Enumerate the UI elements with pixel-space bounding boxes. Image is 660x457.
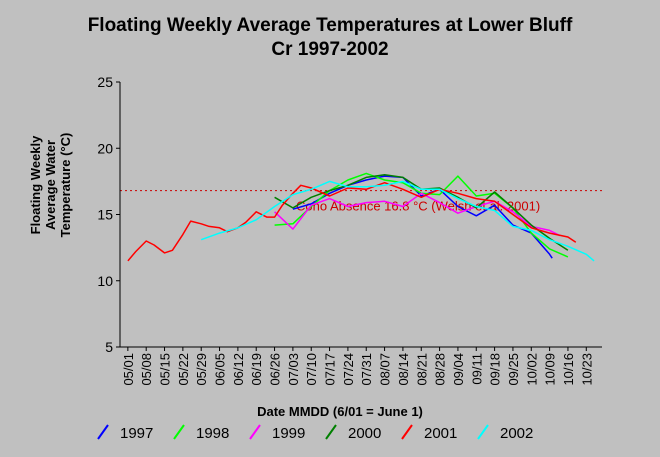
- x-tick-label: 07/31: [359, 353, 374, 386]
- legend: 1997 1998 1999 2000 2001 2002: [97, 424, 533, 442]
- x-tick-label: 06/26: [268, 353, 283, 386]
- x-tick-label: 05/08: [139, 353, 154, 386]
- x-tick-label: 05/22: [176, 353, 191, 386]
- x-tick-label: 07/17: [323, 353, 338, 386]
- legend-swatch-1998: [173, 424, 185, 440]
- x-tick-label: 07/24: [341, 353, 356, 386]
- y-tick-label: 20: [97, 140, 113, 156]
- threshold-annotation: Coho Absence 16.8 °C (Welsh et al. 2001): [296, 199, 540, 214]
- x-tick-label: 09/18: [488, 353, 503, 386]
- x-tick-label: 10/23: [579, 353, 594, 386]
- y-axis-label-line1: Floating Weekly: [28, 135, 43, 234]
- x-tick-label: 05/15: [158, 353, 173, 386]
- x-tick-label: 07/03: [286, 353, 301, 386]
- x-tick-label: 10/09: [543, 353, 558, 386]
- x-tick-label: 08/21: [414, 353, 429, 386]
- y-axis-label-line2: Average Water: [43, 140, 58, 230]
- x-tick-label: 08/14: [396, 353, 411, 386]
- y-ticks: 5 10 15 20 25: [97, 74, 120, 355]
- threshold: Coho Absence 16.8 °C (Welsh et al. 2001): [120, 190, 602, 214]
- legend-label-1997: 1997: [120, 425, 153, 442]
- legend-label-2000: 2000: [348, 425, 381, 442]
- legend-swatch-1997: [97, 424, 109, 440]
- x-tick-label: 10/16: [561, 353, 576, 386]
- x-tick-label: 10/02: [524, 353, 539, 386]
- x-tick-label: 09/25: [506, 353, 521, 386]
- legend-swatch-1999: [249, 424, 261, 440]
- x-tick-label: 06/12: [231, 353, 246, 386]
- chart-title-line2: Cr 1997-2002: [271, 39, 388, 60]
- series-line-2001: [127, 181, 577, 262]
- x-tick-label: 09/04: [451, 353, 466, 386]
- y-axis-label-line3: Temperature (°C): [58, 133, 73, 238]
- x-axis-label: Date MMDD (6/01 = June 1): [257, 404, 423, 419]
- x-ticks: 05/01 05/08 05/15 05/22 05/29 06/05 06/12 06/19…: [121, 347, 594, 386]
- series: [127, 172, 595, 262]
- legend-label-1998: 1998: [196, 425, 229, 442]
- x-tick-label: 06/19: [249, 353, 264, 386]
- x-tick-label: 08/07: [378, 353, 393, 386]
- legend-label-1999: 1999: [272, 425, 305, 442]
- y-tick-label: 10: [97, 273, 113, 289]
- y-tick-label: 25: [97, 74, 113, 90]
- series-line-1999: [274, 192, 561, 237]
- x-tick-label: 09/11: [469, 353, 484, 385]
- y-tick-label: 15: [97, 207, 113, 223]
- legend-swatch-2001: [401, 424, 413, 440]
- x-tick-label: 08/28: [433, 353, 448, 386]
- legend-label-2002: 2002: [500, 425, 533, 442]
- legend-swatch-2000: [325, 424, 337, 440]
- legend-label-2001: 2001: [424, 425, 457, 442]
- x-tick-label: 07/10: [304, 353, 319, 386]
- legend-swatch-2002: [477, 424, 489, 440]
- y-tick-label: 5: [105, 339, 113, 355]
- x-tick-label: 05/29: [194, 353, 209, 386]
- x-tick-label: 05/01: [121, 353, 136, 386]
- y-axis-label: Floating Weekly Average Water Temperatur…: [28, 133, 73, 238]
- x-tick-label: 06/05: [213, 353, 228, 386]
- chart-title-line1: Floating Weekly Average Temperatures at …: [88, 15, 573, 36]
- series-line-2002: [200, 180, 595, 262]
- plot-area: [120, 82, 602, 347]
